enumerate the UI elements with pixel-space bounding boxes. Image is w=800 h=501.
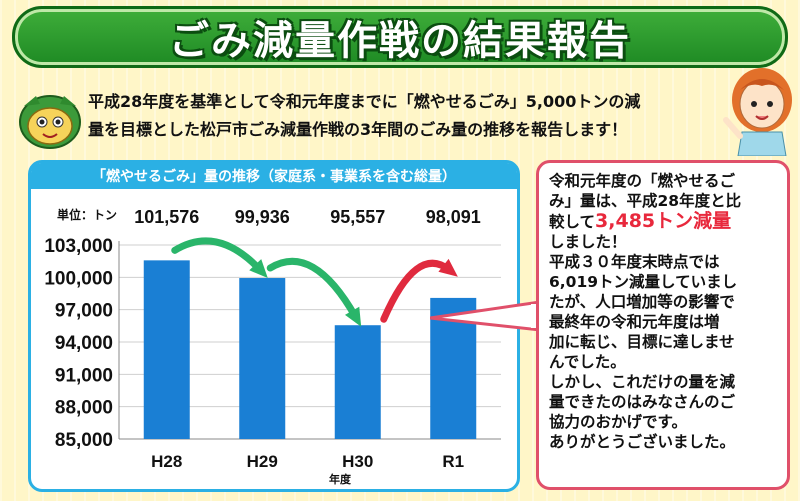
x-tick-label: H29 bbox=[247, 452, 278, 471]
y-tick-label: 103,000 bbox=[44, 236, 113, 257]
callout-pointer bbox=[430, 300, 542, 332]
mascot-illustration bbox=[19, 95, 81, 149]
unit-label: 単位：トン bbox=[57, 207, 117, 222]
callout-line: しました！ bbox=[549, 233, 627, 251]
reduction-highlight: 3,485トン減量 bbox=[595, 210, 732, 232]
data-label: 99,936 bbox=[235, 207, 290, 227]
callout-line: 平成３０年度末時点では bbox=[549, 253, 720, 271]
callout-line: 量できたのはみなさんのご bbox=[549, 393, 736, 411]
bar bbox=[334, 325, 381, 439]
intro-text: 平成28年度を基準として令和元年度までに「燃やせるごみ」5,000トンの減 量を… bbox=[88, 88, 728, 144]
callout-line: 6,019トン減量していまし bbox=[549, 273, 738, 291]
title-banner: ごみ減量作戦の結果報告 bbox=[12, 6, 788, 68]
callout-line: 較して3,485トン減量 bbox=[549, 211, 777, 232]
decrease-arrow bbox=[266, 257, 360, 321]
callout-line: ありがとうございました。 bbox=[549, 433, 736, 451]
y-tick-label: 94,000 bbox=[55, 333, 113, 354]
chart-header: 「燃やせるごみ」量の推移（家庭系・事業系を含む総量） bbox=[31, 163, 517, 189]
y-tick-label: 100,000 bbox=[44, 268, 113, 289]
x-tick-label: R1 bbox=[442, 452, 464, 471]
chart-panel: 「燃やせるごみ」量の推移（家庭系・事業系を含む総量） 85,000 88,000 9… bbox=[28, 160, 520, 492]
callout-line: 令和元年度の「燃やせるご bbox=[549, 172, 736, 190]
callout-line: たが、人口増加等の影響で bbox=[549, 293, 735, 311]
callout-line: 加に転じ、目標に達しませ bbox=[549, 333, 735, 351]
callout-line: 協力のおかげです。 bbox=[549, 413, 687, 431]
callout-line: み」量は、平成28年度と比 bbox=[549, 192, 742, 210]
y-tick-label: 88,000 bbox=[55, 398, 113, 419]
increase-arrow-head bbox=[438, 258, 458, 277]
increase-arrow bbox=[380, 259, 453, 323]
data-label: 101,576 bbox=[134, 207, 199, 227]
bar bbox=[143, 260, 190, 439]
decrease-arrow-head bbox=[249, 259, 268, 279]
data-label: 95,557 bbox=[330, 207, 385, 227]
callout-line: 最終年の令和元年度は増 bbox=[549, 313, 720, 331]
x-axis-label: 年度 bbox=[329, 472, 352, 486]
intro-line-1: 平成28年度を基準として令和元年度までに「燃やせるごみ」5,000トンの減 bbox=[88, 92, 641, 111]
x-tick-label: H30 bbox=[342, 452, 373, 471]
intro-line-2: 量を目標とした松戸市ごみ減量作戦の3年間のごみ量の推移を報告します！ bbox=[88, 120, 628, 139]
page-title: ごみ減量作戦の結果報告 bbox=[169, 18, 631, 64]
data-label: 98,091 bbox=[426, 207, 481, 227]
y-tick-label: 85,000 bbox=[55, 430, 113, 451]
bar-chart: 85,000 88,000 91,000 94,000 97,000 100,000 103… bbox=[44, 207, 501, 486]
decrease-arrow bbox=[171, 237, 264, 274]
x-tick-label: H28 bbox=[151, 452, 182, 471]
decrease-arrow-head bbox=[344, 306, 362, 327]
result-callout: 令和元年度の「燃やせるご み」量は、平成28年度と比 較して3,485トン減量 … bbox=[536, 160, 790, 490]
callout-text: 較して bbox=[549, 213, 596, 231]
y-tick-label: 97,000 bbox=[55, 301, 113, 322]
bar bbox=[239, 278, 286, 439]
y-tick-label: 91,000 bbox=[55, 365, 113, 386]
girl-illustration bbox=[723, 68, 792, 156]
callout-line: んでした。 bbox=[549, 353, 626, 371]
callout-line: しかし、これだけの量を減 bbox=[549, 373, 736, 391]
